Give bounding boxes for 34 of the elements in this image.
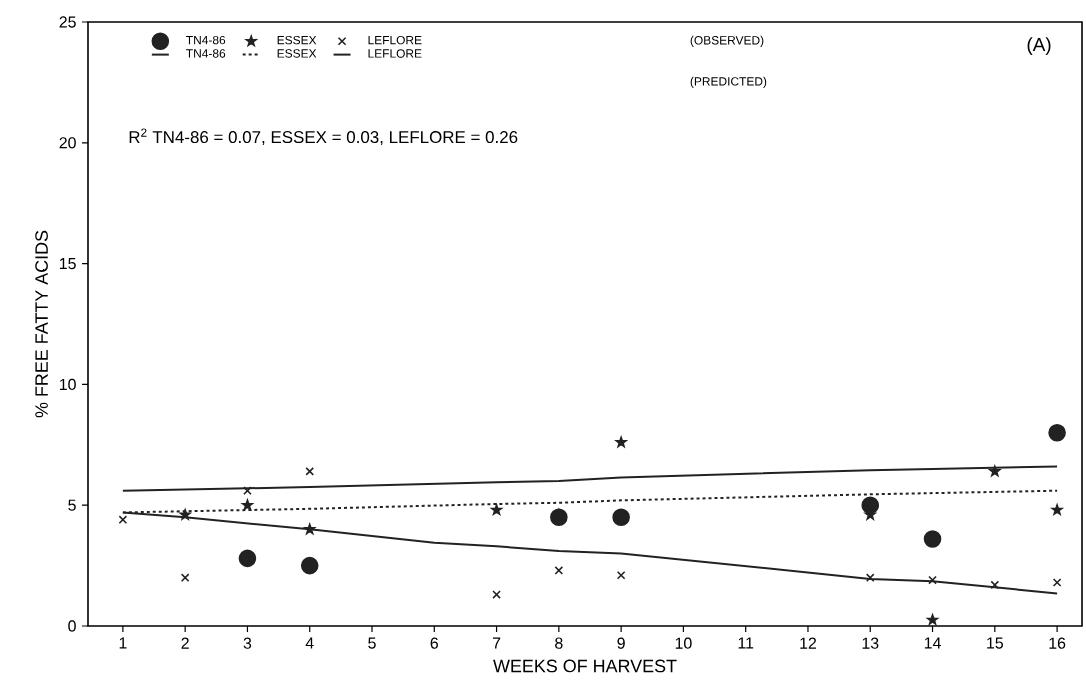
legend-label: LEFLORE [368,49,422,58]
x-tick-label: 16 [1049,637,1066,649]
x-tick-label: 4 [305,637,314,649]
x-tick-label: 6 [430,637,439,649]
y-tick-label: 5 [68,499,76,511]
x-tick-label: 11 [738,637,754,649]
x-tick-label: 8 [555,637,563,649]
x-tick-label: 13 [862,637,879,649]
annotation: (PREDICTED) [690,76,767,88]
annotation: R$^{2}$ TN4-86 = 0.07, ESSEX = 0.03, LEFLORE = 0.26 [129,128,518,146]
y-tick-label: 25 [59,16,76,28]
legend-label: LEFLORE [368,35,422,45]
legend-label: ESSEX [277,35,317,45]
x-axis-title: WEEKS OF HARVEST [493,659,677,673]
y-tick-label: 0 [68,620,76,632]
x-tick-label: 2 [181,637,189,649]
x-tick-label: 7 [492,637,501,649]
x-tick-label: 1 [119,637,127,649]
y-tick-label: 20 [59,137,76,149]
y-tick-label: 10 [59,378,76,391]
x-tick-label: 10 [675,637,692,649]
y-axis-title: % FREE FATTY ACIDS [35,230,48,418]
legend-label: TN4-86 [186,49,226,58]
y-tick-label: 15 [59,258,76,270]
annotation: (A) [1027,37,1051,55]
x-tick-label: 3 [243,637,252,649]
annotation: (OBSERVED) [690,35,764,47]
x-tick-label: 15 [987,637,1003,649]
x-tick-label: 5 [368,637,376,649]
legend-label: TN4-86 [186,35,226,45]
legend-label: ESSEX [277,49,317,58]
x-tick-label: 14 [924,637,941,649]
x-tick-label: 12 [800,637,817,649]
x-tick-label: 9 [617,637,625,649]
